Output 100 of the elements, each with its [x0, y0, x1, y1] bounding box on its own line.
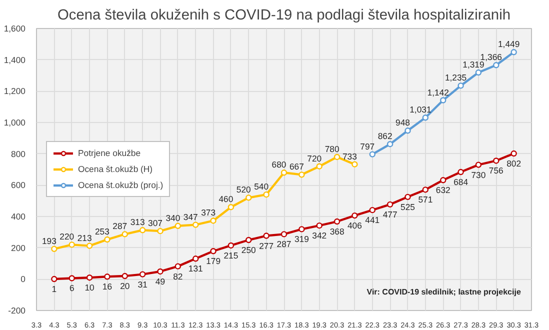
data-label: 31: [138, 279, 148, 290]
data-label: 6: [69, 283, 74, 294]
point: [334, 218, 340, 225]
data-label: 319: [294, 234, 310, 244]
point: [210, 248, 216, 254]
point: [157, 268, 164, 275]
point: [510, 150, 517, 157]
data-label: 730: [471, 170, 486, 180]
data-label: 82: [173, 271, 183, 282]
point: [475, 69, 482, 76]
annotation: Vir: COVID-19 sledilnik; lastne projekcije: [366, 287, 522, 296]
data-label: 253: [94, 226, 110, 237]
data-label: 368: [330, 226, 344, 237]
data-label: 213: [77, 232, 92, 243]
data-label: 571: [418, 194, 433, 205]
point: [404, 128, 411, 134]
data-label: 477: [382, 209, 398, 220]
y-tick-label: 600: [11, 180, 26, 190]
y-tick-label: 1,000: [4, 118, 26, 128]
point: [280, 231, 288, 238]
data-label: 667: [289, 162, 304, 172]
data-label: 10: [84, 282, 95, 293]
point: [246, 236, 252, 244]
data-label: 720: [307, 153, 322, 164]
point: [316, 163, 322, 170]
data-label: 131: [188, 264, 204, 274]
data-label: 802: [506, 158, 522, 169]
legend-label: Ocena št.okužb (H): [78, 164, 153, 174]
point: [174, 263, 182, 270]
data-label: 862: [378, 131, 392, 142]
y-tick-label: -200: [8, 306, 26, 316]
data-label: 948: [396, 118, 410, 128]
data-label: 1,142: [427, 87, 450, 98]
point: [86, 242, 93, 249]
point: [440, 97, 446, 104]
point: [493, 62, 500, 68]
point: [122, 272, 128, 280]
point: [458, 168, 464, 176]
data-label: 250: [241, 245, 256, 255]
point: [386, 141, 394, 148]
point: [192, 222, 199, 228]
data-label: 179: [206, 256, 221, 266]
point: [192, 256, 199, 262]
point: [228, 204, 234, 210]
data-label: 1,031: [410, 104, 432, 115]
point: [263, 232, 270, 239]
point: [86, 274, 93, 281]
point: [104, 236, 110, 243]
point: [386, 201, 394, 208]
data-label: 1,235: [444, 72, 467, 83]
point: [210, 218, 216, 224]
point: [422, 186, 429, 193]
point: [334, 154, 340, 160]
point: [352, 161, 358, 168]
data-label: 520: [236, 184, 252, 195]
data-label: 287: [112, 221, 128, 232]
point: [298, 226, 305, 232]
legend-label: Potrjene okužbe: [78, 148, 141, 158]
y-tick-label: 1,600: [4, 24, 26, 34]
point: [298, 172, 305, 178]
data-label: 632: [436, 185, 451, 196]
chart-title: Ocena števila okuženih s COVID-19 na podlagi števila hospitaliziranih: [58, 8, 510, 24]
data-label: 215: [224, 250, 238, 260]
point: [139, 271, 146, 278]
point: [122, 231, 128, 238]
data-label: 307: [148, 218, 163, 228]
data-label: 1,319: [462, 60, 484, 70]
point: [263, 191, 270, 198]
point: [174, 222, 182, 229]
point: [352, 212, 358, 219]
data-label: 49: [155, 276, 166, 286]
y-tick-label: 1,400: [4, 54, 26, 65]
point: [316, 222, 322, 229]
point: [51, 246, 58, 252]
data-label: 797: [360, 141, 375, 152]
legend-label: Ocena št.okužb (proj.): [78, 180, 164, 190]
data-label: 16: [102, 282, 112, 292]
point: [51, 276, 58, 282]
data-label: 287: [276, 239, 292, 250]
point: [493, 158, 500, 164]
data-label: 756: [488, 166, 504, 176]
point: [228, 242, 234, 249]
data-label: 406: [347, 220, 362, 231]
y-tick-label: 800: [11, 148, 26, 159]
data-label: 220: [60, 232, 74, 242]
point: [68, 242, 75, 248]
point: [246, 194, 252, 201]
data-label: 193: [42, 236, 57, 246]
data-label: 540: [254, 182, 269, 192]
point: [475, 162, 482, 168]
data-label: 460: [218, 194, 234, 204]
data-label: 373: [201, 208, 216, 218]
y-tick-label: 400: [11, 212, 26, 222]
data-label: 342: [312, 230, 327, 241]
data-label: 525: [400, 202, 416, 212]
point: [157, 228, 164, 234]
point: [104, 274, 110, 280]
y-tick-label: 200: [11, 242, 26, 253]
y-tick-label: 1,200: [4, 86, 26, 96]
data-label: 20: [120, 281, 130, 292]
